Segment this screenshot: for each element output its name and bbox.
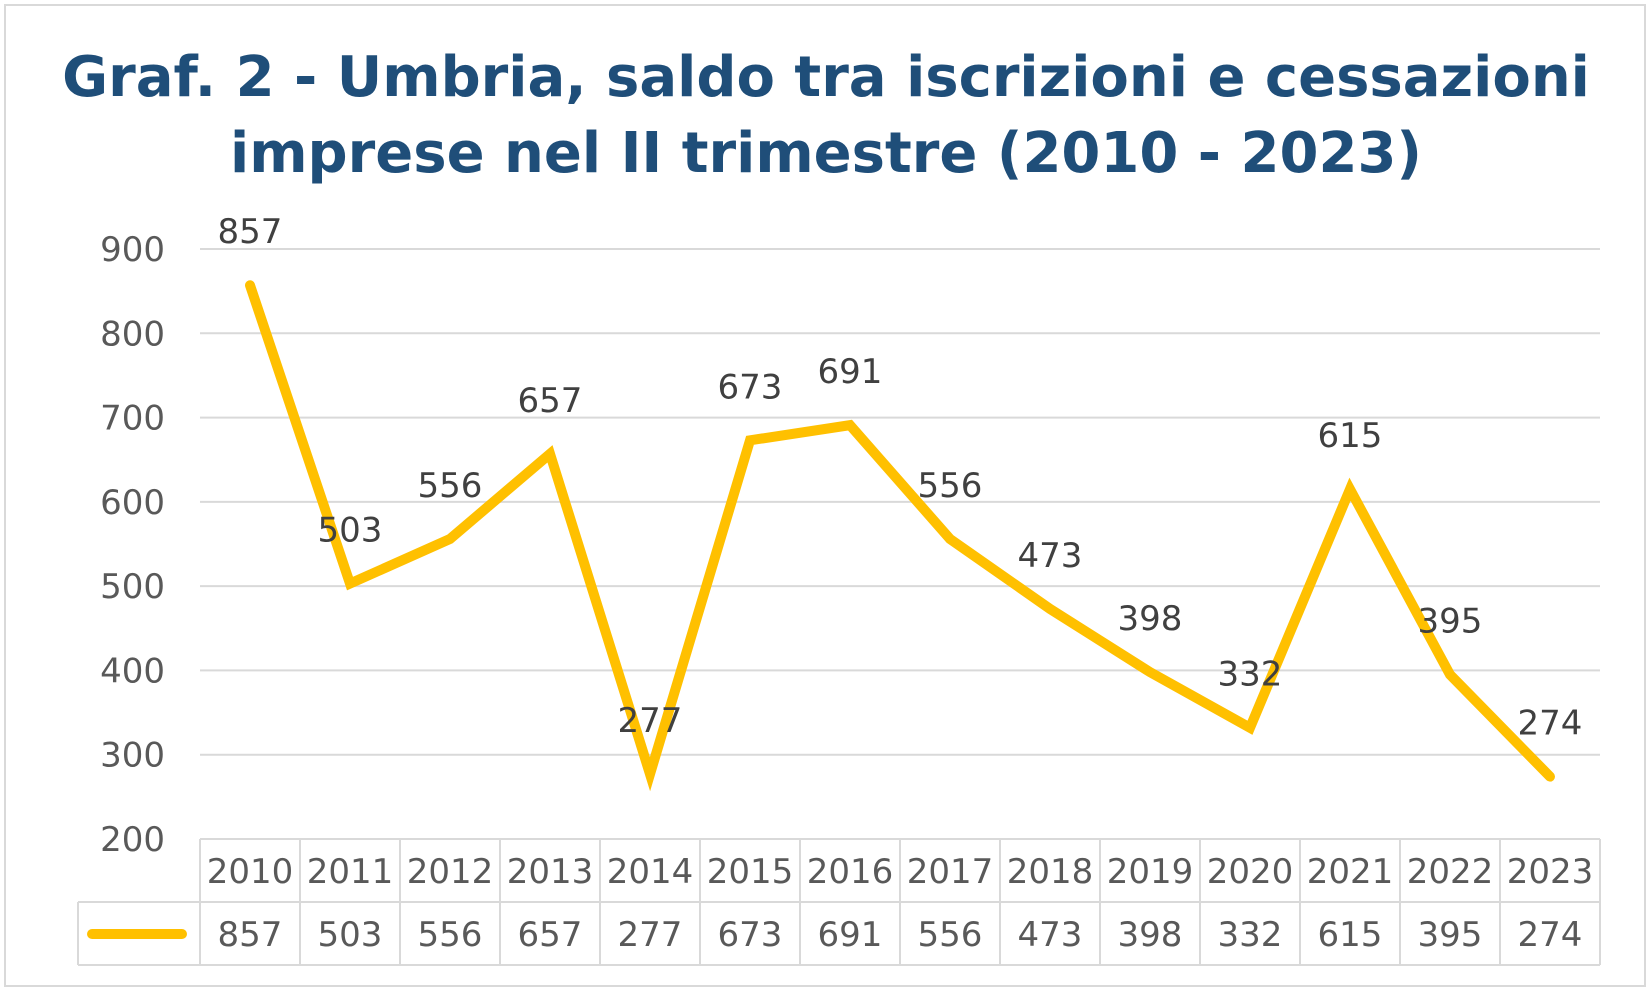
table-value-cell: 556 bbox=[418, 915, 483, 955]
data-label: 398 bbox=[1118, 599, 1183, 639]
data-label: 657 bbox=[518, 381, 583, 421]
x-tick-label: 2019 bbox=[1107, 852, 1194, 892]
data-label: 556 bbox=[918, 466, 983, 506]
x-tick-label: 2020 bbox=[1207, 852, 1294, 892]
data-label: 277 bbox=[618, 701, 683, 741]
y-tick-label: 700 bbox=[100, 399, 165, 439]
y-tick-label: 600 bbox=[100, 483, 165, 523]
x-tick-label: 2018 bbox=[1007, 852, 1094, 892]
data-label: 615 bbox=[1318, 416, 1383, 456]
table-value-cell: 274 bbox=[1518, 915, 1583, 955]
x-tick-label: 2011 bbox=[307, 852, 394, 892]
chart-frame bbox=[4, 4, 1646, 987]
chart-title-line-2: imprese nel II trimestre (2010 - 2023) bbox=[230, 121, 1422, 186]
y-tick-label: 800 bbox=[100, 314, 165, 354]
x-tick-label: 2023 bbox=[1507, 852, 1594, 892]
table-value-cell: 857 bbox=[218, 915, 283, 955]
x-tick-label: 2014 bbox=[607, 852, 694, 892]
x-tick-label: 2022 bbox=[1407, 852, 1494, 892]
y-tick-label: 300 bbox=[100, 736, 165, 776]
table-value-cell: 691 bbox=[818, 915, 883, 955]
data-label: 556 bbox=[418, 466, 483, 506]
table-value-cell: 332 bbox=[1218, 915, 1283, 955]
table-value-cell: 503 bbox=[318, 915, 383, 955]
chart-title: Graf. 2 - Umbria, saldo tra iscrizioni e… bbox=[0, 40, 1652, 192]
y-tick-label: 900 bbox=[100, 230, 165, 270]
data-label: 395 bbox=[1418, 602, 1483, 642]
y-tick-label: 500 bbox=[100, 567, 165, 607]
y-tick-label: 200 bbox=[100, 820, 165, 860]
table-value-cell: 473 bbox=[1018, 915, 1083, 955]
data-label: 691 bbox=[818, 352, 883, 392]
x-tick-label: 2015 bbox=[707, 852, 794, 892]
x-tick-label: 2010 bbox=[207, 852, 294, 892]
data-label: 274 bbox=[1518, 704, 1583, 744]
data-label: 857 bbox=[218, 212, 283, 252]
x-tick-label: 2013 bbox=[507, 852, 594, 892]
x-tick-label: 2021 bbox=[1307, 852, 1394, 892]
x-tick-label: 2016 bbox=[807, 852, 894, 892]
table-value-cell: 556 bbox=[918, 915, 983, 955]
table-value-cell: 615 bbox=[1318, 915, 1383, 955]
x-tick-label: 2012 bbox=[407, 852, 494, 892]
table-value-cell: 398 bbox=[1118, 915, 1183, 955]
table-value-cell: 277 bbox=[618, 915, 683, 955]
y-tick-label: 400 bbox=[100, 651, 165, 691]
data-label: 332 bbox=[1218, 655, 1283, 695]
data-label: 503 bbox=[318, 511, 383, 551]
table-value-cell: 657 bbox=[518, 915, 583, 955]
data-label: 473 bbox=[1018, 536, 1083, 576]
table-value-cell: 673 bbox=[718, 915, 783, 955]
chart-title-line-1: Graf. 2 - Umbria, saldo tra iscrizioni e… bbox=[62, 45, 1590, 110]
x-tick-label: 2017 bbox=[907, 852, 994, 892]
series-line bbox=[245, 280, 1555, 792]
data-label: 673 bbox=[718, 367, 783, 407]
table-value-cell: 395 bbox=[1418, 915, 1483, 955]
